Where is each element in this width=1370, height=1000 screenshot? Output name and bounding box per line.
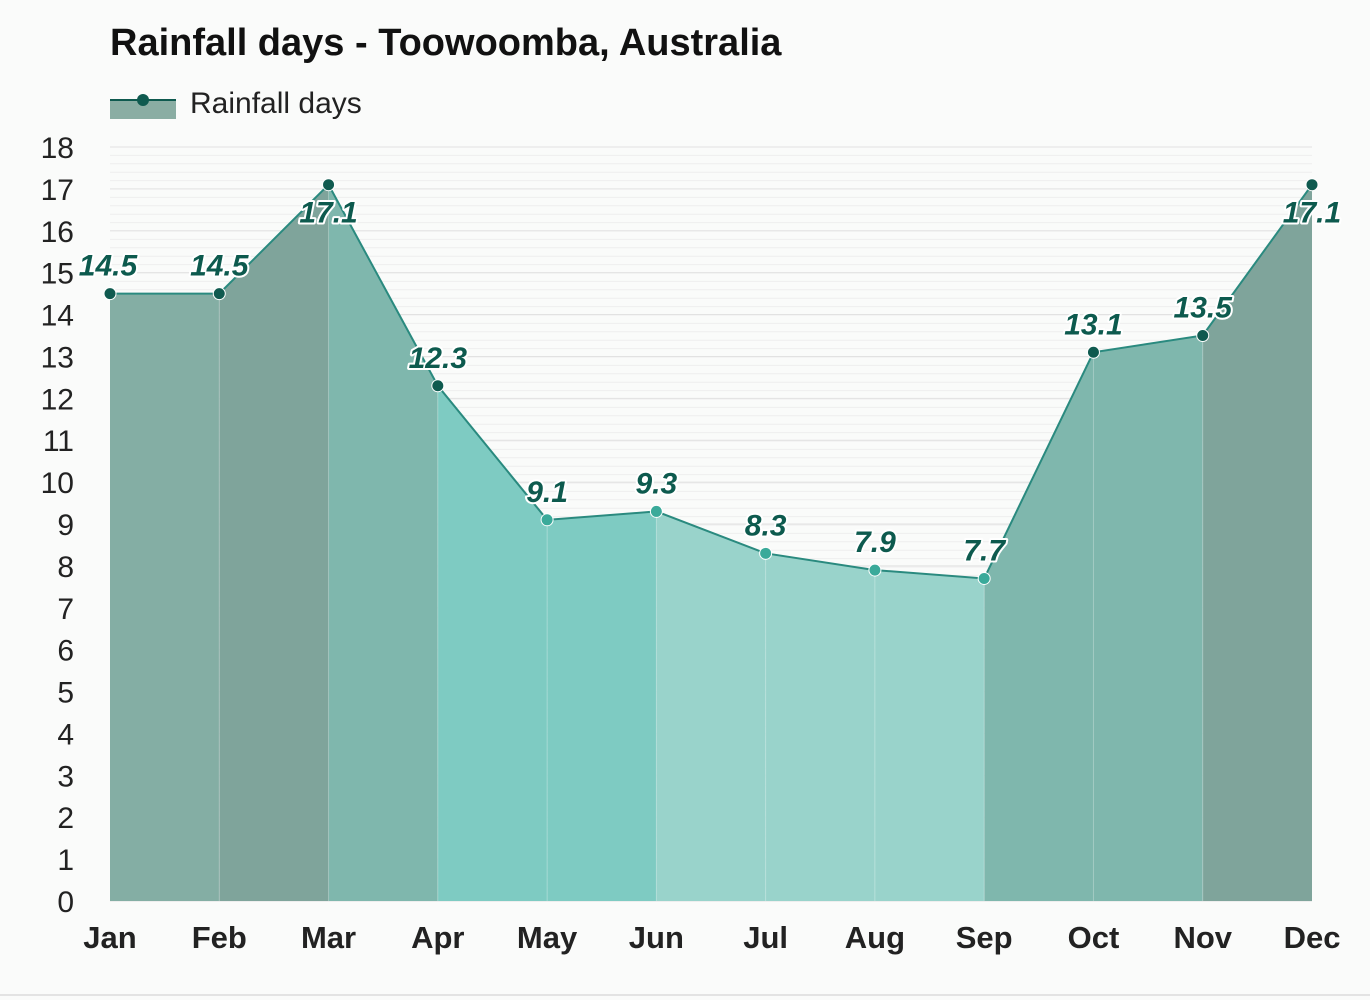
y-tick-label: 5	[57, 677, 74, 710]
area-segment	[1093, 335, 1203, 901]
area-segment	[984, 352, 1094, 901]
data-point	[868, 563, 882, 577]
legend-swatch-icon	[110, 89, 176, 119]
data-point	[977, 571, 991, 585]
x-tick-label: Feb	[192, 920, 247, 955]
area-segment	[765, 553, 875, 901]
y-tick-label: 13	[41, 341, 74, 374]
y-tick-label: 1	[57, 844, 74, 877]
y-tick-label: 12	[41, 383, 74, 416]
data-label: 9.3	[636, 467, 678, 500]
data-label: 17.1	[1283, 197, 1341, 230]
data-label: 13.5	[1174, 292, 1234, 325]
x-tick-label: Jun	[629, 920, 684, 955]
x-tick-label: Apr	[411, 920, 464, 955]
data-point	[431, 379, 445, 393]
data-point	[322, 178, 336, 192]
x-tick-label: Dec	[1284, 920, 1341, 955]
x-tick-label: Nov	[1173, 920, 1232, 955]
legend-label: Rainfall days	[190, 87, 362, 120]
data-point	[1086, 345, 1100, 359]
y-tick-label: 7	[57, 593, 74, 626]
data-label: 9.1	[526, 476, 568, 509]
x-tick-label: Jan	[83, 920, 136, 955]
y-tick-label: 4	[57, 718, 74, 751]
data-labels: 14.5 14.5 17.1 12.3 9.1 9.3 8.3 7.9 7.7 13.1 13.5 1…	[77, 195, 1343, 570]
data-label: 13.1	[1064, 308, 1122, 341]
data-point	[1196, 329, 1210, 342]
y-tick-label: 18	[41, 132, 74, 165]
data-point	[759, 546, 773, 560]
y-tick-label: 0	[57, 886, 74, 919]
y-tick-label: 8	[57, 551, 74, 584]
data-markers	[103, 178, 1319, 585]
data-label: 7.7	[963, 534, 1006, 567]
y-tick-label: 3	[57, 760, 74, 793]
area-segment	[110, 293, 220, 902]
data-point	[103, 287, 117, 301]
footer-divider	[0, 994, 1370, 996]
y-tick-label: 11	[43, 425, 74, 458]
area-segment	[547, 511, 657, 901]
y-tick-label: 14	[41, 300, 74, 333]
x-axis: Jan Feb Mar Apr May Jun Jul Aug Sep Oct Nov Dec	[83, 920, 1340, 955]
y-tick-label: 10	[41, 467, 74, 500]
area-segment	[874, 570, 985, 901]
data-point	[1305, 178, 1319, 192]
y-tick-label: 16	[41, 216, 74, 249]
data-label: 14.5	[79, 250, 139, 283]
data-label: 12.3	[409, 342, 468, 375]
chart-title: Rainfall days - Toowoomba, Australia	[110, 22, 782, 64]
legend[interactable]: Rainfall days	[110, 86, 362, 122]
x-tick-label: Mar	[301, 920, 356, 955]
area-segments	[110, 184, 1312, 902]
data-label: 17.1	[299, 197, 357, 230]
data-point	[540, 513, 554, 527]
y-tick-label: 2	[57, 802, 74, 835]
data-label: 7.9	[854, 526, 896, 559]
data-point	[212, 287, 226, 301]
y-tick-label: 15	[41, 258, 74, 291]
y-tick-label: 6	[57, 635, 74, 668]
x-tick-label: Oct	[1068, 920, 1120, 955]
x-tick-label: Jul	[743, 920, 788, 955]
data-label: 8.3	[745, 509, 787, 542]
month-dividers	[218, 184, 1204, 901]
area-segment	[656, 511, 766, 901]
x-tick-label: Sep	[956, 920, 1013, 955]
y-tick-label: 9	[57, 509, 74, 542]
data-label: 14.5	[190, 250, 250, 283]
x-tick-label: Aug	[845, 920, 905, 955]
series-line-group	[110, 183, 1313, 580]
y-tick-label: 17	[41, 174, 74, 207]
area-segment	[219, 184, 329, 901]
x-tick-label: May	[517, 920, 578, 955]
series-line	[110, 183, 1313, 580]
area-segment	[437, 385, 548, 901]
data-point	[649, 504, 663, 518]
area-segment	[328, 184, 438, 901]
area-segment	[1202, 184, 1312, 901]
